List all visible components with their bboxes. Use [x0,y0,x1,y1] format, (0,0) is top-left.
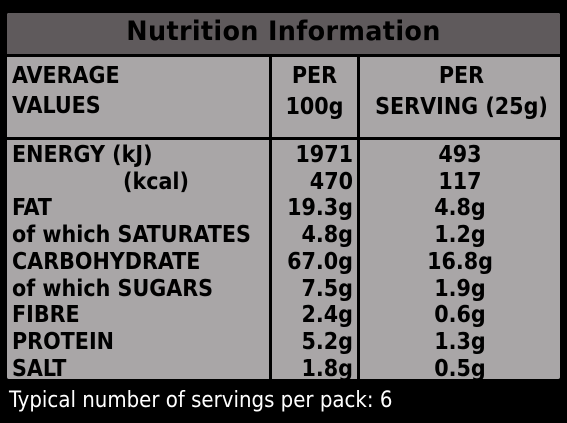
value-per-100g: 2.4g [301,302,353,329]
value-per-serving: 4.8g [434,195,486,222]
value-per-100g: 5.2g [301,328,353,355]
header-values: VALUES [12,93,101,119]
nutrition-row: ENERGY (kJ) 1971 493 [7,142,560,168]
nutrient-label: PROTEIN [12,328,114,355]
value-per-100g: 1.8g [301,355,353,382]
header-serving-size: SERVING (25g) [375,94,548,120]
value-per-serving: 0.6g [434,302,486,329]
header-average: AVERAGE [12,63,120,89]
nutrient-label: SALT [12,355,67,382]
value-per-serving: 117 [438,168,482,195]
value-per-serving: 0.5g [434,355,486,382]
nutrition-row: PROTEIN 5.2g 1.3g [7,329,560,355]
nutrition-row: SALT 1.8g 0.5g [7,355,560,382]
nutrition-row: of which SATURATES 4.8g 1.2g [7,222,560,248]
nutrient-label: (kcal) [123,168,189,195]
header-100g: 100g [285,94,344,120]
nutrient-label: of which SUGARS [12,275,214,302]
value-per-serving: 1.2g [434,222,486,249]
nutrition-row: of which SUGARS 7.5g 1.9g [7,276,560,302]
panel-title: Nutrition Information [126,16,441,47]
title-bar: Nutrition Information [7,13,560,57]
value-per-serving: 1.3g [434,328,486,355]
value-per-serving: 16.8g [427,248,493,275]
value-per-100g: 1971 [295,142,353,168]
header-divider [7,137,560,140]
nutrition-row: (kcal) 470 117 [7,169,560,195]
nutrition-panel: Nutrition Information AVERAGE VALUES PER… [4,10,563,382]
column-divider-1 [269,57,272,379]
nutrient-label: FIBRE [12,302,80,329]
value-per-serving: 1.9g [434,275,486,302]
column-divider-2 [357,57,360,379]
value-per-serving: 493 [438,142,482,168]
nutrient-label: CARBOHYDRATE [12,248,201,275]
header-per-100: PER [291,63,338,89]
servings-footer: Typical number of servings per pack: 6 [9,388,393,413]
nutrition-row: FIBRE 2.4g 0.6g [7,302,560,328]
nutrition-row: CARBOHYDRATE 67.0g 16.8g [7,249,560,275]
nutrition-row: FAT 19.3g 4.8g [7,195,560,221]
header-per-serving: PER [438,63,485,89]
value-per-100g: 470 [309,168,353,195]
nutrient-label: ENERGY (kJ) [12,142,153,168]
value-per-100g: 7.5g [301,275,353,302]
value-per-100g: 4.8g [301,222,353,249]
value-per-100g: 67.0g [287,248,353,275]
nutrient-label: of which SATURATES [12,222,251,249]
nutrient-label: FAT [12,195,52,222]
value-per-100g: 19.3g [287,195,353,222]
